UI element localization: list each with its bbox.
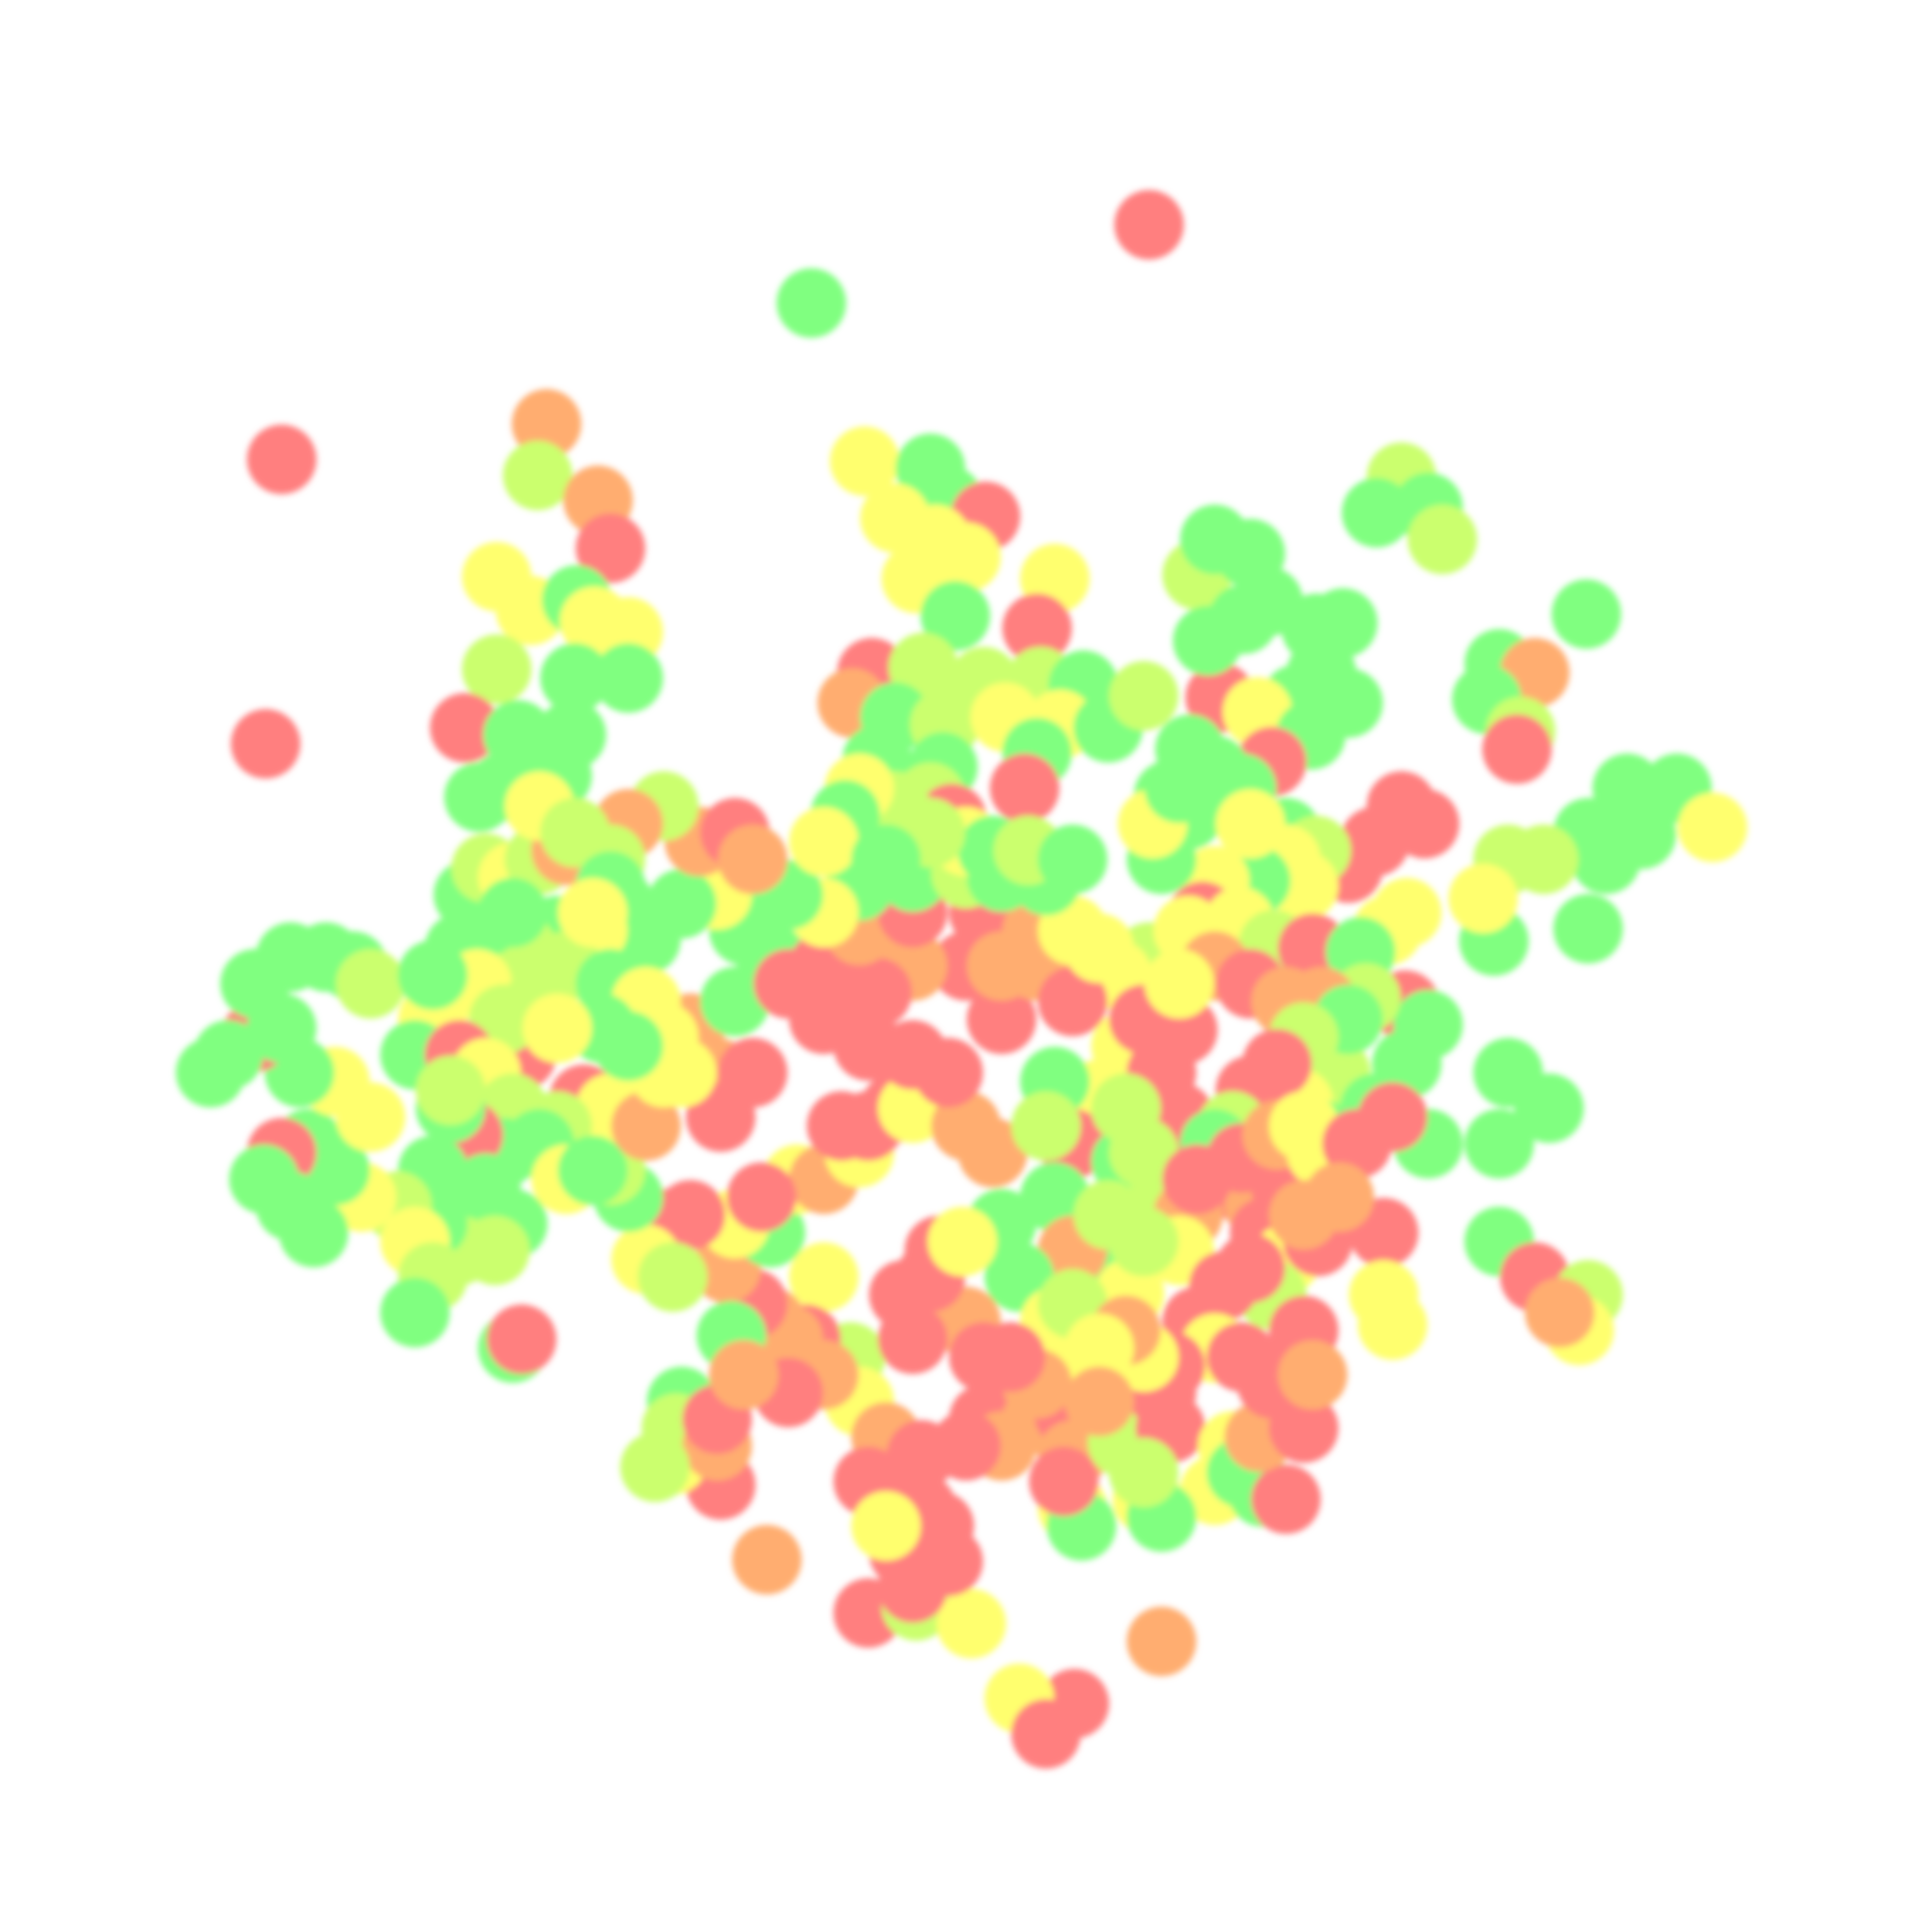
scatter-point <box>1215 788 1286 859</box>
scatter-point <box>540 642 611 713</box>
scatter-point <box>1010 1698 1081 1769</box>
scatter-point <box>966 984 1037 1055</box>
scatter-point <box>522 993 592 1064</box>
scatter-point <box>976 1321 1045 1392</box>
scatter-point <box>246 424 317 495</box>
scatter-point <box>921 581 990 651</box>
scatter-point <box>851 1491 922 1561</box>
scatter-point <box>1482 714 1552 784</box>
scatter-point <box>830 426 900 497</box>
scatter-point <box>176 1037 245 1108</box>
scatter-point <box>1514 1073 1584 1144</box>
scatter-point <box>502 440 573 511</box>
scatter-point <box>913 1526 983 1597</box>
scatter-point <box>1357 1290 1428 1360</box>
scatter-point <box>1091 1073 1161 1144</box>
scatter-point <box>477 877 548 948</box>
scatter-point <box>1002 593 1072 664</box>
scatter-point <box>776 268 846 338</box>
scatter-point <box>1677 792 1747 863</box>
scatter-point <box>966 931 1037 1001</box>
scatter-point <box>709 1340 779 1410</box>
scatter-point <box>842 957 912 1028</box>
scatter-point <box>335 949 406 1019</box>
scatter-point <box>1464 1109 1534 1179</box>
scatter-point <box>1010 1091 1081 1161</box>
scatter-point <box>1109 661 1179 731</box>
scatter-point <box>278 1198 349 1267</box>
scatter-point <box>1524 1277 1595 1348</box>
scatter-point <box>231 709 300 779</box>
scatter-point <box>487 1304 556 1375</box>
scatter-point <box>1109 1437 1179 1508</box>
scatter-point <box>443 762 514 833</box>
scatter-point <box>1126 1606 1197 1677</box>
scatter-point <box>927 1207 998 1277</box>
scatter-point <box>1553 894 1623 964</box>
scatter-point <box>1073 1179 1144 1250</box>
scatter-point <box>989 753 1060 823</box>
scatter-point <box>936 1588 1007 1659</box>
scatter-point <box>1037 824 1108 895</box>
scatter-point <box>593 642 664 713</box>
scatter-point <box>398 940 468 1010</box>
scatter-point <box>576 513 645 583</box>
scatter-point <box>557 877 628 948</box>
scatter-point <box>638 1242 708 1312</box>
scatter-point <box>913 1037 983 1108</box>
scatter-point <box>1020 1162 1090 1233</box>
scatter-point <box>1342 477 1411 548</box>
scatter-point <box>957 1118 1028 1188</box>
scatter-point <box>1114 189 1184 260</box>
scatter-point <box>931 1410 1001 1481</box>
scatter-point <box>415 1055 486 1125</box>
scatter-point <box>1277 1340 1348 1410</box>
scatter-point <box>380 1277 450 1348</box>
scatter-point <box>430 693 500 763</box>
scatter-point <box>1065 1366 1134 1436</box>
scatter-point <box>1551 579 1622 649</box>
scatter-point <box>1173 606 1243 676</box>
scatter-point <box>1268 1179 1339 1250</box>
scatter-point <box>1037 966 1108 1037</box>
scatter-point <box>620 1432 690 1502</box>
scatter-point <box>611 1091 681 1161</box>
scatter-point <box>718 824 788 895</box>
scatter-point <box>462 634 532 704</box>
scatter-point <box>511 388 582 459</box>
scatter-point <box>1029 1446 1099 1517</box>
scatter-point <box>1571 824 1641 895</box>
scatter-point <box>540 798 611 867</box>
scatter-point <box>726 1162 797 1233</box>
scatter-point <box>1251 1464 1321 1534</box>
scatter-point <box>788 1242 859 1312</box>
scatter-point <box>851 824 922 895</box>
scatter-point <box>1065 913 1134 983</box>
scatter-point <box>557 1135 628 1206</box>
scatter-point <box>731 1524 802 1595</box>
points-layer <box>176 189 1747 1769</box>
scatter-point <box>1407 504 1478 575</box>
scatter-point <box>1357 1082 1428 1152</box>
scatter-point <box>646 1037 717 1108</box>
scatter-point <box>1144 949 1214 1019</box>
scatter-point <box>1448 864 1519 934</box>
scatter-point <box>788 807 859 877</box>
